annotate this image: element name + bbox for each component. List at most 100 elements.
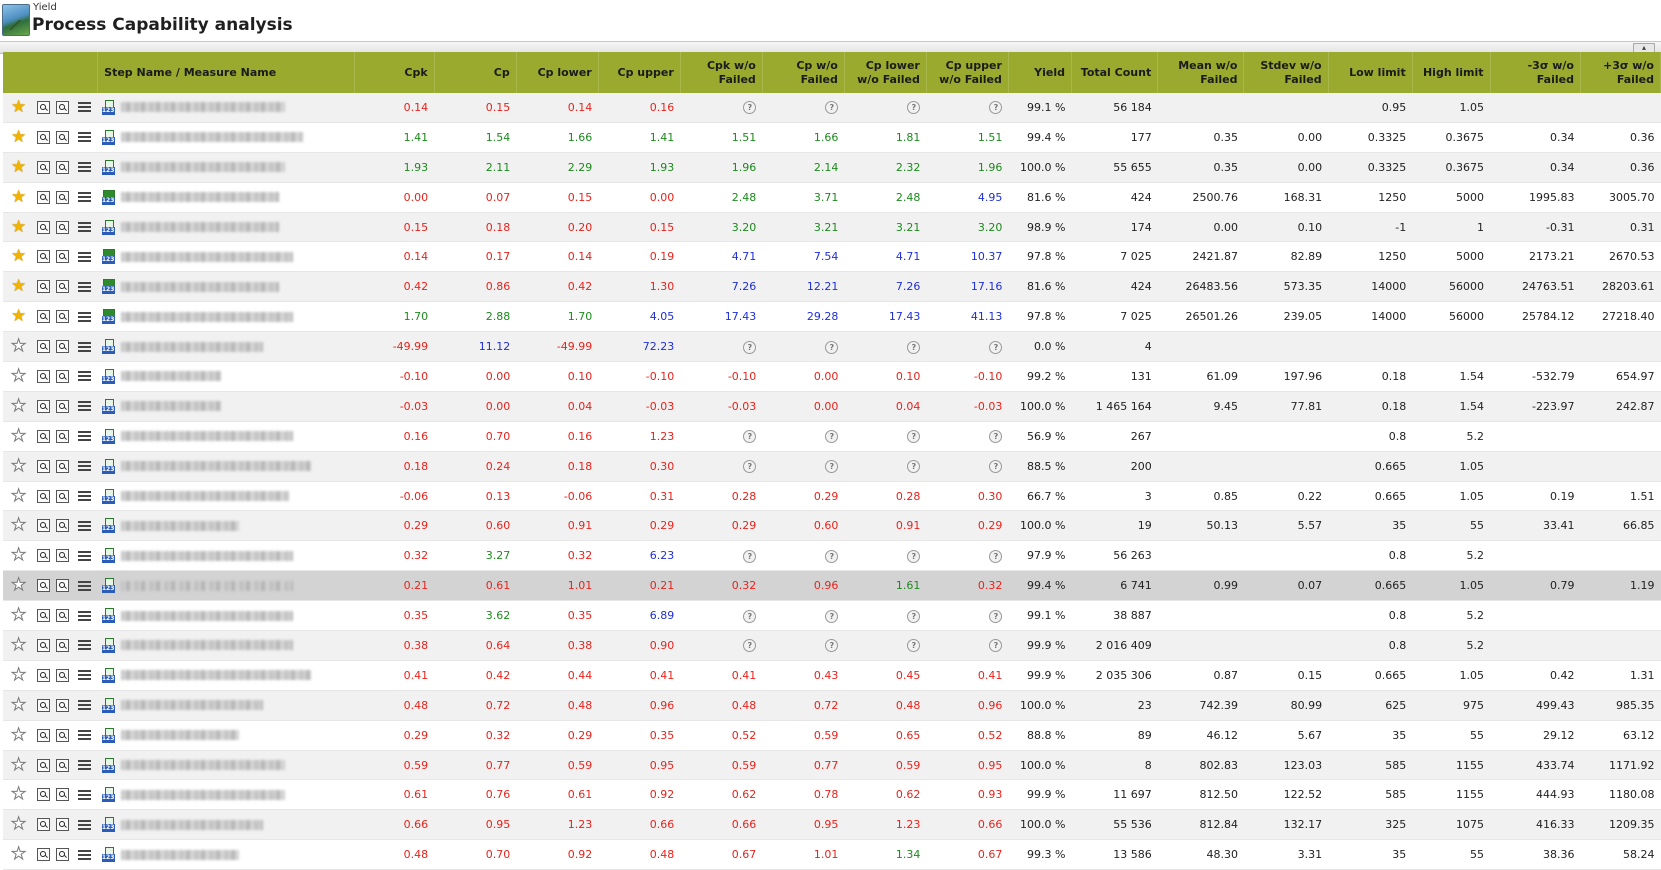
- measure-name-cell[interactable]: 123: [97, 570, 355, 602]
- zoom-details-icon[interactable]: [37, 698, 50, 712]
- row-menu-icon[interactable]: [78, 640, 91, 651]
- favorite-star-icon[interactable]: ★: [11, 276, 27, 297]
- star-outline-icon[interactable]: ★: [11, 575, 27, 596]
- row-menu-icon[interactable]: [78, 102, 91, 113]
- table-row[interactable]: ★ 123 0.14 0.17 0.14 0.19 4.71 7.54 4.71 10.37 97.…: [3, 241, 1661, 273]
- measure-name-cell[interactable]: 123: [97, 421, 355, 452]
- star-outline-icon[interactable]: ★: [11, 336, 27, 357]
- row-menu-icon[interactable]: [78, 580, 91, 591]
- measure-name-cell[interactable]: 123: [97, 510, 355, 542]
- star-outline-icon[interactable]: ★: [11, 784, 27, 805]
- zoom-details-icon[interactable]: [37, 160, 50, 174]
- row-menu-icon[interactable]: [78, 311, 91, 322]
- zoom-details-icon[interactable]: [37, 220, 50, 234]
- column-header[interactable]: Total Count: [1071, 52, 1159, 93]
- measure-name-cell[interactable]: 123: [97, 301, 355, 333]
- measure-name-cell[interactable]: 123: [97, 839, 355, 870]
- table-row[interactable]: ★ 123 0.18 0.24 0.18 0.30???? 88.5 % 200 0.665 1.…: [3, 451, 1661, 482]
- row-menu-icon[interactable]: [78, 819, 91, 830]
- column-header[interactable]: Step Name / Measure Name: [97, 52, 355, 93]
- star-outline-icon[interactable]: ★: [11, 634, 27, 655]
- table-row[interactable]: ★ 123 -49.99 11.12 -49.99 72.23???? 0.0 % 4: [3, 331, 1661, 363]
- zoom-chart-icon[interactable]: [56, 369, 69, 383]
- zoom-chart-icon[interactable]: [56, 459, 69, 473]
- measure-name-cell[interactable]: 123: [97, 660, 355, 691]
- zoom-chart-icon[interactable]: [56, 220, 69, 234]
- zoom-chart-icon[interactable]: [56, 668, 69, 682]
- table-row[interactable]: ★ 123 0.16 0.70 0.16 1.23???? 56.9 % 267 0.8 5.2: [3, 421, 1661, 452]
- zoom-details-icon[interactable]: [37, 280, 50, 294]
- row-menu-icon[interactable]: [78, 371, 91, 382]
- column-header[interactable]: Stdev w/o Failed: [1243, 52, 1329, 93]
- table-row[interactable]: ★ 123 1.93 2.11 2.29 1.93 1.96 2.14 2.32 1.96 100.…: [3, 152, 1661, 183]
- table-row[interactable]: ★ 123 0.42 0.86 0.42 1.30 7.26 12.21 7.26 17.16 81…: [3, 271, 1661, 303]
- measure-name-cell[interactable]: 123: [97, 391, 355, 422]
- zoom-chart-icon[interactable]: [56, 848, 69, 862]
- zoom-chart-icon[interactable]: [56, 549, 69, 563]
- zoom-chart-icon[interactable]: [56, 399, 69, 413]
- table-row[interactable]: ★ 123 -0.03 0.00 0.04 -0.03 -0.03 0.00 0.04 -0.03…: [3, 391, 1661, 422]
- zoom-chart-icon[interactable]: [56, 698, 69, 712]
- zoom-details-icon[interactable]: [37, 100, 50, 114]
- measure-name-cell[interactable]: 123: [97, 540, 355, 572]
- column-header[interactable]: Cpk: [354, 52, 435, 93]
- star-outline-icon[interactable]: ★: [11, 664, 27, 685]
- favorite-star-icon[interactable]: ★: [11, 186, 27, 207]
- favorite-star-icon[interactable]: ★: [11, 156, 27, 177]
- column-header[interactable]: -3σ w/o Failed: [1490, 52, 1581, 93]
- zoom-chart-icon[interactable]: [56, 340, 69, 354]
- measure-name-cell[interactable]: 123: [97, 630, 355, 661]
- table-row[interactable]: ★ 123 0.48 0.72 0.48 0.96 0.48 0.72 0.48 0.96 100.…: [3, 690, 1661, 721]
- measure-name-cell[interactable]: 123: [97, 720, 355, 751]
- measure-name-cell[interactable]: 123: [97, 690, 355, 721]
- row-menu-icon[interactable]: [78, 162, 91, 173]
- star-outline-icon[interactable]: ★: [11, 545, 27, 566]
- zoom-details-icon[interactable]: [37, 429, 50, 443]
- star-outline-icon[interactable]: ★: [11, 365, 27, 386]
- column-header[interactable]: Cp w/o Failed: [762, 52, 845, 93]
- measure-name-cell[interactable]: 123: [97, 361, 355, 392]
- table-row[interactable]: ★ 123 -0.10 0.00 0.10 -0.10 -0.10 0.00 0.10 -0.10…: [3, 361, 1661, 392]
- column-header[interactable]: Yield: [1008, 52, 1072, 93]
- row-menu-icon[interactable]: [78, 431, 91, 442]
- star-outline-icon[interactable]: ★: [11, 455, 27, 476]
- table-row[interactable]: ★ 123 0.66 0.95 1.23 0.66 0.66 0.95 1.23 0.66 100.…: [3, 809, 1661, 841]
- zoom-chart-icon[interactable]: [56, 429, 69, 443]
- zoom-chart-icon[interactable]: [56, 638, 69, 652]
- row-menu-icon[interactable]: [78, 789, 91, 800]
- zoom-chart-icon[interactable]: [56, 788, 69, 802]
- zoom-details-icon[interactable]: [37, 519, 50, 533]
- table-row[interactable]: ★ 123 0.14 0.15 0.14 0.16???? 99.1 % 56 184 0.95…: [3, 93, 1661, 123]
- row-menu-icon[interactable]: [78, 401, 91, 412]
- table-row[interactable]: ★ 123 1.70 2.88 1.70 4.05 17.43 29.28 17.43 41.13…: [3, 301, 1661, 333]
- row-menu-icon[interactable]: [78, 730, 91, 741]
- star-outline-icon[interactable]: ★: [11, 724, 27, 745]
- favorite-star-icon[interactable]: ★: [11, 216, 27, 237]
- measure-name-cell[interactable]: 123: [97, 750, 355, 781]
- zoom-chart-icon[interactable]: [56, 728, 69, 742]
- row-menu-icon[interactable]: [78, 461, 91, 472]
- column-header-actions[interactable]: [3, 52, 99, 93]
- zoom-chart-icon[interactable]: [56, 609, 69, 623]
- zoom-chart-icon[interactable]: [56, 160, 69, 174]
- row-menu-icon[interactable]: [78, 670, 91, 681]
- zoom-details-icon[interactable]: [37, 758, 50, 772]
- zoom-chart-icon[interactable]: [56, 818, 69, 832]
- column-header[interactable]: Cp lower w/o Failed: [844, 52, 927, 93]
- column-header[interactable]: Cp: [434, 52, 517, 93]
- row-menu-icon[interactable]: [78, 132, 91, 143]
- zoom-chart-icon[interactable]: [56, 758, 69, 772]
- table-row[interactable]: ★ 123 -0.06 0.13 -0.06 0.31 0.28 0.29 0.28 0.30 66…: [3, 481, 1661, 512]
- favorite-star-icon[interactable]: ★: [11, 126, 27, 147]
- zoom-details-icon[interactable]: [37, 190, 50, 204]
- zoom-chart-icon[interactable]: [56, 489, 69, 503]
- zoom-details-icon[interactable]: [37, 369, 50, 383]
- column-header[interactable]: Cpk w/o Failed: [680, 52, 763, 93]
- row-menu-icon[interactable]: [78, 520, 91, 531]
- zoom-details-icon[interactable]: [37, 310, 50, 324]
- zoom-details-icon[interactable]: [37, 250, 50, 264]
- zoom-details-icon[interactable]: [37, 399, 50, 413]
- row-menu-icon[interactable]: [78, 222, 91, 232]
- zoom-details-icon[interactable]: [37, 609, 50, 623]
- star-outline-icon[interactable]: ★: [11, 754, 27, 775]
